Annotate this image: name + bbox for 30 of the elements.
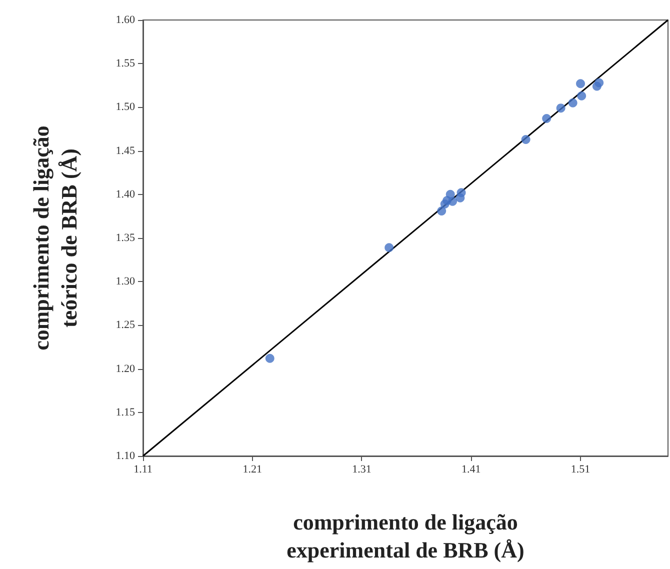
point [568,98,578,108]
x-tick-label: 1.31 [352,464,372,476]
point [521,134,530,144]
point [556,104,566,113]
point [542,114,552,124]
y-tick-label: 1.35 [116,232,136,244]
x-tick-label: 1.41 [462,464,481,476]
y-axis-title: comprimento de ligação teórico de BRB (Å) [28,126,82,350]
x-tick-label: 1.21 [242,464,262,476]
point [576,79,585,88]
y-tick-label: 1.25 [116,319,136,332]
y-tick-label: 1.40 [116,188,136,200]
y-tick-label: 1.30 [116,276,136,288]
x-tick-label: 1.11 [134,464,152,476]
point [448,196,458,206]
y-tick-label: 1.60 [116,14,136,26]
point [265,354,274,363]
point [384,243,394,252]
point [594,78,604,88]
y-tick-label: 1.45 [116,144,136,157]
x-axis-title: comprimento de ligação experimental de BRB (Å) [286,510,524,562]
y-tick-label: 1.50 [116,101,136,114]
point [577,91,586,100]
y-tick-label: 1.20 [116,362,136,375]
y-tick-label: 1.15 [116,406,136,418]
y-tick-label: 1.55 [116,58,136,70]
x-tick-label: 1.51 [570,464,590,476]
point [456,188,466,198]
y-tick-label: 1.10 [116,450,136,462]
point [437,206,446,216]
